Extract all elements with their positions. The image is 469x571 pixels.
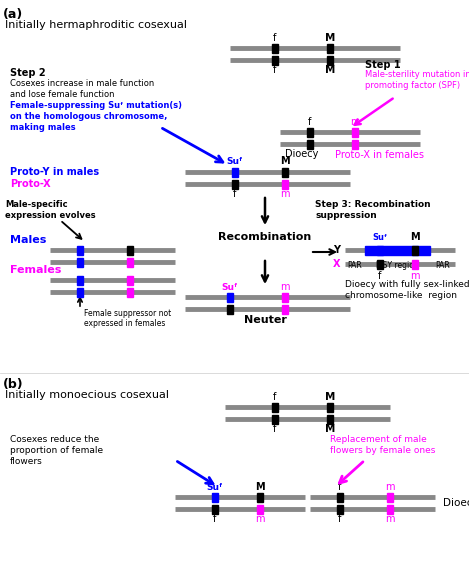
Text: Initially hermaphroditic cosexual: Initially hermaphroditic cosexual xyxy=(5,20,187,30)
Text: Males: Males xyxy=(10,235,46,245)
Text: Suᶠ: Suᶠ xyxy=(207,483,223,492)
Text: Male-specific
expression evolves: Male-specific expression evolves xyxy=(5,200,96,220)
Bar xyxy=(377,259,383,268)
Bar xyxy=(77,258,83,267)
Bar xyxy=(282,292,288,301)
Bar xyxy=(377,246,383,255)
Bar xyxy=(327,43,333,53)
Text: M: M xyxy=(325,424,335,434)
Text: Cosexes reduce the
proportion of female
flowers: Cosexes reduce the proportion of female … xyxy=(10,435,103,466)
Bar xyxy=(272,43,278,53)
Bar xyxy=(282,304,288,313)
Bar xyxy=(232,179,238,188)
Text: f: f xyxy=(233,189,237,199)
Text: Step 3: Recombination
suppression: Step 3: Recombination suppression xyxy=(315,200,431,220)
Text: m: m xyxy=(385,482,395,492)
Text: PAR: PAR xyxy=(348,261,363,270)
Bar xyxy=(272,415,278,424)
Bar xyxy=(327,55,333,65)
Bar xyxy=(282,167,288,176)
Text: f: f xyxy=(338,514,342,524)
Bar xyxy=(257,505,263,513)
Bar xyxy=(337,505,343,513)
Bar xyxy=(352,127,358,136)
Text: M: M xyxy=(325,65,335,75)
Text: m: m xyxy=(280,189,290,199)
Text: Cosexes increase in male function
and lose female function: Cosexes increase in male function and lo… xyxy=(10,79,154,99)
Bar xyxy=(127,246,133,255)
Text: f: f xyxy=(308,117,312,127)
Text: Dioecy with fully sex-linked sex
chromosome-like  region: Dioecy with fully sex-linked sex chromos… xyxy=(345,280,469,300)
Text: Proto-X: Proto-X xyxy=(10,179,51,189)
Bar xyxy=(307,139,313,148)
Bar xyxy=(327,415,333,424)
Text: Female-suppressing Suᶠ mutation(s)
on the homologous chromosome,
making males: Female-suppressing Suᶠ mutation(s) on th… xyxy=(10,101,182,132)
Bar xyxy=(337,493,343,501)
Text: m: m xyxy=(255,514,265,524)
Text: f: f xyxy=(213,514,217,524)
Bar xyxy=(77,275,83,284)
Text: Suᶠ: Suᶠ xyxy=(372,233,387,242)
Text: f: f xyxy=(273,33,277,43)
Bar xyxy=(412,246,418,255)
Text: Initially monoecious cosexual: Initially monoecious cosexual xyxy=(5,390,169,400)
Bar xyxy=(127,275,133,284)
Bar xyxy=(232,167,238,176)
Text: Females: Females xyxy=(10,265,61,275)
Text: f: f xyxy=(273,424,277,434)
Text: X: X xyxy=(333,259,340,269)
Bar xyxy=(327,403,333,412)
Text: Neuter: Neuter xyxy=(243,315,287,325)
Text: Dioecy: Dioecy xyxy=(443,498,469,508)
Text: m: m xyxy=(385,514,395,524)
Bar xyxy=(127,288,133,296)
Text: m: m xyxy=(350,117,360,127)
Text: f: f xyxy=(273,65,277,75)
Text: M: M xyxy=(255,482,265,492)
Text: M: M xyxy=(280,156,290,166)
Text: Male-sterility mutation in stamen
promoting factor (SPF): Male-sterility mutation in stamen promot… xyxy=(365,70,469,90)
Text: Recombination: Recombination xyxy=(219,232,311,242)
Text: Suᶠ: Suᶠ xyxy=(227,157,243,166)
Bar xyxy=(212,493,218,501)
Bar xyxy=(412,259,418,268)
Text: m: m xyxy=(410,271,420,281)
Bar xyxy=(77,288,83,296)
Text: Step 1: Step 1 xyxy=(365,60,401,70)
Text: M: M xyxy=(410,232,420,242)
Text: Proto-Y in males: Proto-Y in males xyxy=(10,167,99,177)
Bar xyxy=(272,403,278,412)
Text: MSY region: MSY region xyxy=(376,261,419,270)
Bar xyxy=(387,493,393,501)
Text: Y: Y xyxy=(333,245,340,255)
Bar xyxy=(352,139,358,148)
Bar xyxy=(127,258,133,267)
Bar xyxy=(227,292,233,301)
Text: m: m xyxy=(280,282,290,292)
Bar xyxy=(282,179,288,188)
Text: PAR: PAR xyxy=(435,261,450,270)
Text: M: M xyxy=(325,33,335,43)
Text: f: f xyxy=(378,271,382,281)
Bar xyxy=(272,55,278,65)
Text: Proto-X in females: Proto-X in females xyxy=(335,150,424,160)
Bar xyxy=(387,505,393,513)
Bar xyxy=(307,127,313,136)
Bar xyxy=(227,304,233,313)
Text: Suᶠ: Suᶠ xyxy=(222,283,238,292)
Text: M: M xyxy=(325,392,335,402)
Text: f: f xyxy=(338,482,342,492)
Text: f: f xyxy=(273,392,277,402)
Text: Replacement of male
flowers by female ones: Replacement of male flowers by female on… xyxy=(330,435,435,455)
Bar xyxy=(212,505,218,513)
Text: Dioecy: Dioecy xyxy=(285,149,318,159)
Text: (b): (b) xyxy=(3,378,23,391)
Text: Female suppressor not
expressed in females: Female suppressor not expressed in femal… xyxy=(84,309,171,328)
Text: Step 2: Step 2 xyxy=(10,68,45,78)
Text: (a): (a) xyxy=(3,8,23,21)
Bar xyxy=(365,246,430,255)
Bar xyxy=(257,493,263,501)
Bar xyxy=(77,246,83,255)
